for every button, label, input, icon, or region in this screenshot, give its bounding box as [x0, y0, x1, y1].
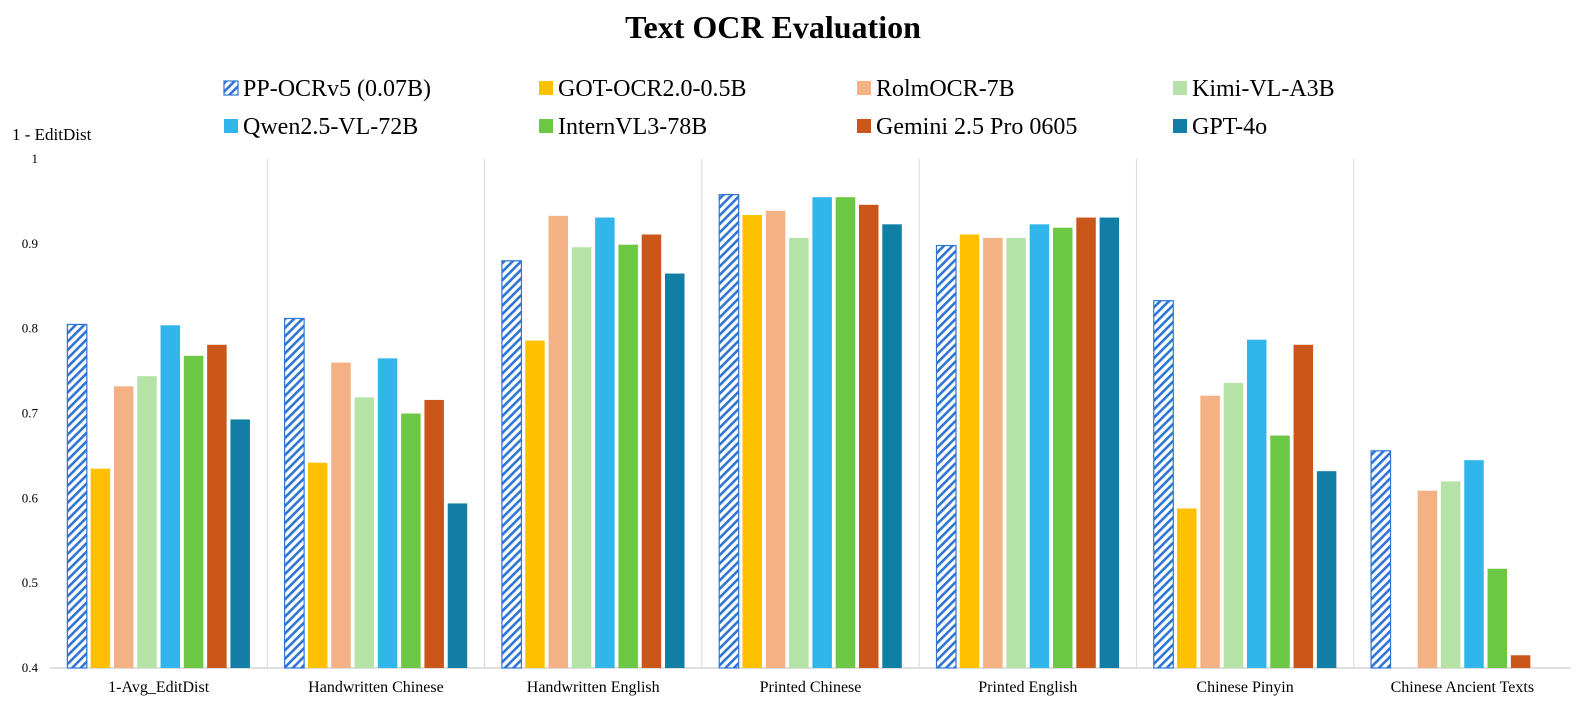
bar [1316, 471, 1337, 668]
bar [331, 362, 351, 668]
bar [548, 215, 569, 669]
legend-swatch [539, 81, 553, 95]
y-tick-label: 1 [32, 151, 39, 166]
bar [207, 344, 227, 668]
bar [812, 197, 832, 669]
bar [137, 376, 157, 668]
bar [1440, 481, 1461, 668]
legend-swatch [1173, 119, 1187, 133]
bar [401, 413, 421, 668]
legend: PP-OCRv5 (0.07B) GOT-OCR2.0-0.5B RolmOCR-7… [223, 76, 1335, 140]
legend-label: Qwen2.5-VL-72B [243, 114, 418, 140]
x-category-label: Printed Chinese [760, 679, 862, 696]
bar [90, 468, 111, 668]
bar [377, 358, 398, 668]
bar [1177, 508, 1197, 668]
chart-title: Text OCR Evaluation [625, 9, 921, 45]
legend-swatch [224, 119, 238, 133]
bar [882, 224, 902, 669]
bar [1006, 237, 1026, 668]
bar [641, 234, 662, 669]
bar [571, 247, 592, 668]
bar [307, 462, 328, 668]
bar [1076, 217, 1096, 668]
bar [1417, 490, 1438, 668]
y-tick-label: 0.9 [22, 236, 38, 251]
legend-label: Gemini 2.5 Pro 0605 [876, 114, 1077, 140]
legend-swatch [223, 80, 239, 96]
bar [765, 210, 786, 668]
y-tick-label: 0.4 [22, 660, 39, 675]
x-category-label: Printed English [978, 679, 1077, 696]
bar [1153, 300, 1174, 669]
bar [424, 399, 444, 668]
legend-label: GPT-4o [1192, 114, 1267, 140]
bar [1200, 395, 1220, 668]
bar [1487, 568, 1508, 668]
legend-swatch [857, 119, 871, 133]
bar [1270, 435, 1290, 668]
bar [230, 419, 250, 668]
bar [354, 397, 375, 668]
bar [1029, 224, 1050, 669]
bar [742, 214, 762, 669]
legend-swatch [857, 81, 871, 95]
bar [525, 340, 545, 668]
bars [66, 194, 1531, 669]
bar [835, 197, 856, 669]
bar [1464, 460, 1484, 668]
legend-swatch [1173, 81, 1187, 95]
bar [1099, 217, 1120, 668]
bar [618, 244, 638, 668]
x-category-label: 1-Avg_EditDist [108, 679, 210, 696]
legend-label: RolmOCR-7B [876, 76, 1015, 102]
bar [284, 317, 305, 669]
x-axis-labels: 1-Avg_EditDist Handwritten Chinese Handwri… [108, 679, 1534, 696]
bar [160, 325, 181, 668]
x-category-label: Chinese Ancient Texts [1391, 679, 1534, 696]
bar [183, 355, 204, 668]
y-tick-label: 0.5 [22, 575, 38, 590]
y-axis-label: 1 - EditDist [12, 125, 92, 144]
bar [1246, 339, 1267, 668]
legend-label: Kimi-VL-A3B [1192, 76, 1335, 102]
bar [1293, 344, 1314, 668]
legend-swatch [539, 119, 553, 133]
bar [718, 194, 740, 669]
bar [859, 204, 879, 668]
category-separators [50, 159, 1571, 669]
bar [1510, 655, 1531, 668]
bar [595, 217, 615, 668]
bar [789, 237, 809, 668]
bar [935, 244, 957, 669]
legend-label: InternVL3-78B [558, 114, 707, 140]
bar [447, 503, 468, 668]
y-tick-label: 0.8 [22, 321, 38, 336]
x-category-label: Chinese Pinyin [1196, 679, 1293, 696]
x-category-label: Handwritten English [527, 679, 660, 696]
bar [1223, 382, 1244, 668]
legend-label: PP-OCRv5 (0.07B) [243, 76, 431, 102]
bar [959, 234, 980, 669]
bar [113, 386, 134, 668]
y-tick-label: 0.7 [22, 406, 39, 421]
bar [66, 323, 88, 669]
x-category-label: Handwritten Chinese [308, 679, 444, 696]
bar [501, 260, 523, 669]
bar [1370, 450, 1392, 669]
legend-label: GOT-OCR2.0-0.5B [558, 76, 746, 102]
y-tick-label: 0.6 [22, 490, 39, 505]
bar [983, 237, 1003, 668]
bar [665, 273, 685, 668]
bar [1052, 227, 1073, 668]
y-axis-ticks: 0.4 0.5 0.6 0.7 0.8 0.9 1 [22, 151, 39, 675]
